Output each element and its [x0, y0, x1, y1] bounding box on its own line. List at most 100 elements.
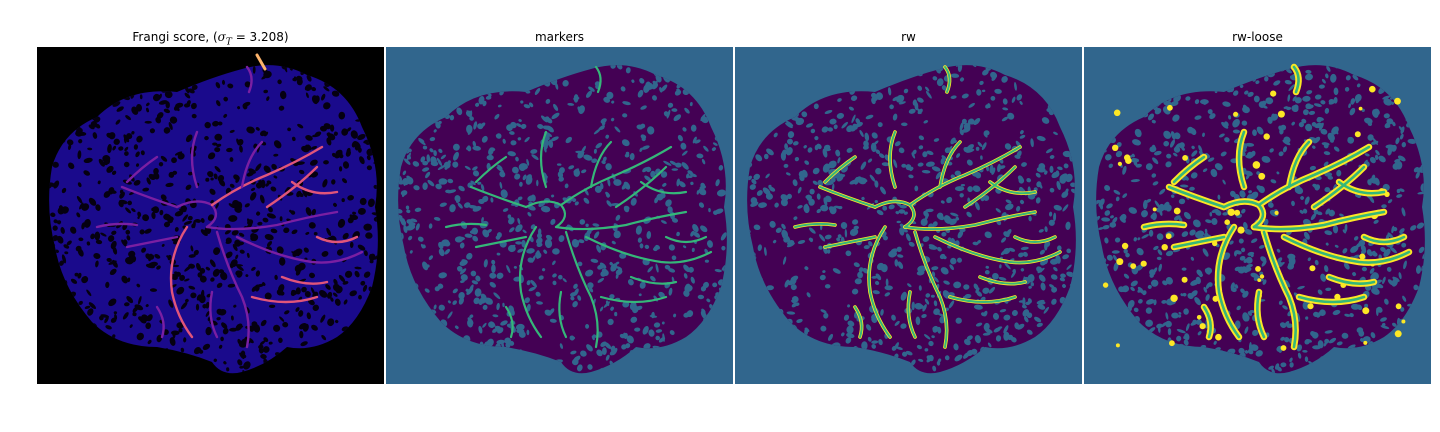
tissue-texture-spot — [583, 197, 590, 204]
tissue-texture-spot — [1185, 323, 1190, 332]
tissue-texture-spot — [338, 274, 346, 283]
tissue-texture-spot — [1343, 262, 1350, 270]
tissue-texture-spot — [527, 212, 532, 217]
tissue-texture-spot — [614, 126, 621, 133]
tissue-texture-spot — [214, 165, 221, 173]
tissue-texture-spot — [580, 350, 587, 357]
tissue-texture-spot — [1320, 273, 1327, 282]
tissue-texture-spot — [1263, 218, 1269, 226]
tissue-texture-spot — [602, 156, 607, 162]
tissue-texture-spot — [1037, 267, 1045, 274]
tissue-texture-spot — [577, 261, 583, 267]
tissue-texture-spot — [492, 314, 499, 318]
tissue-texture-spot — [233, 304, 237, 308]
tissue-texture-spot — [1170, 131, 1176, 140]
tissue-texture-spot — [956, 257, 963, 263]
tissue-texture-spot — [870, 142, 877, 153]
tissue-texture-spot — [809, 188, 815, 195]
tissue-texture-spot — [1332, 309, 1341, 316]
tissue-texture-spot — [689, 102, 693, 107]
tissue-texture-spot — [650, 275, 656, 282]
tissue-texture-spot — [964, 293, 972, 299]
tissue-texture-spot — [542, 268, 546, 272]
tissue-texture-spot — [124, 146, 129, 152]
tissue-texture-spot — [447, 178, 454, 184]
tissue-texture-spot — [801, 111, 808, 118]
tissue-texture-spot — [319, 290, 328, 298]
tissue-texture-spot — [928, 340, 934, 347]
tissue-texture-spot — [298, 192, 304, 198]
vessel-segment — [794, 222, 836, 228]
tissue-texture-spot — [786, 311, 796, 315]
tissue-texture-spot — [924, 298, 930, 305]
vessel-segment — [629, 275, 678, 285]
tissue-texture-spot — [1037, 300, 1046, 305]
tissue-texture-spot — [1003, 247, 1011, 255]
panel-title-markers: markers — [534, 30, 585, 44]
tissue-texture-spot — [850, 95, 858, 101]
tissue-texture-spot — [966, 335, 973, 341]
tissue-texture-spot — [226, 147, 233, 153]
tissue-texture-spot — [95, 204, 101, 211]
vessel-segment — [1312, 165, 1366, 209]
tissue-texture-spot — [302, 189, 308, 198]
tissue-texture-spot — [86, 241, 91, 246]
tissue-texture-spot — [229, 157, 234, 162]
tissue-texture-spot — [644, 244, 650, 250]
tissue-texture-spot — [690, 124, 697, 132]
tissue-texture-spot — [346, 127, 352, 132]
tissue-texture-spot — [467, 130, 472, 135]
tissue-texture-spot — [921, 169, 931, 174]
tissue-texture-spot — [923, 210, 929, 218]
tissue-texture-spot — [1062, 254, 1069, 260]
tissue-texture-spot — [1234, 250, 1242, 255]
tissue-texture-spot — [1383, 98, 1393, 106]
tissue-texture-spot — [1019, 199, 1025, 205]
tissue-texture-spot — [1011, 309, 1018, 317]
tissue-texture-spot — [358, 294, 362, 300]
tissue-texture-spot — [330, 297, 334, 302]
tissue-texture-spot — [908, 108, 916, 114]
tissue-texture-spot — [1403, 260, 1407, 270]
tissue-texture-spot — [121, 239, 127, 247]
tissue-texture-spot — [1141, 210, 1148, 218]
loose-segment-blob — [1258, 172, 1266, 180]
tissue-texture-spot — [708, 208, 711, 213]
tissue-texture-spot — [97, 180, 101, 185]
tissue-texture-spot — [1173, 152, 1178, 157]
tissue-texture-spot — [926, 150, 934, 156]
tissue-texture-spot — [1167, 328, 1172, 336]
tissue-texture-spot — [1035, 197, 1041, 204]
tissue-texture-spot — [536, 232, 543, 239]
tissue-texture-spot — [1327, 132, 1335, 142]
tissue-texture-spot — [824, 195, 832, 203]
tissue-texture-spot — [1246, 263, 1253, 268]
tissue-texture-spot — [855, 122, 863, 128]
tissue-texture-spot — [199, 275, 207, 283]
tissue-texture-spot — [921, 314, 927, 318]
tissue-texture-spot — [1324, 107, 1330, 114]
tissue-texture-spot — [1184, 176, 1189, 181]
tissue-texture-spot — [314, 95, 320, 104]
tissue-texture-spot — [917, 162, 924, 167]
tissue-texture-spot — [959, 129, 964, 136]
tissue-texture-spot — [468, 284, 474, 293]
tissue-texture-spot — [357, 207, 366, 215]
tissue-texture-spot — [1279, 322, 1287, 328]
tissue-texture-spot — [1284, 320, 1290, 326]
tissue-texture-spot — [1265, 97, 1274, 105]
tissue-texture-spot — [1173, 215, 1181, 221]
tissue-texture-spot — [516, 328, 525, 334]
tissue-texture-spot — [804, 160, 810, 165]
tissue-texture-spot — [1251, 238, 1258, 244]
tissue-texture-spot — [591, 158, 598, 163]
tissue-texture-spot — [1066, 264, 1072, 270]
tissue-texture-spot — [550, 218, 556, 225]
tissue-texture-spot — [1156, 256, 1162, 261]
tissue-texture-spot — [682, 127, 687, 132]
tissue-texture-spot — [138, 295, 142, 305]
tissue-texture-spot — [227, 83, 234, 89]
tissue-texture-spot — [1166, 153, 1172, 159]
tissue-texture-spot — [1170, 194, 1175, 198]
tissue-texture-spot — [634, 327, 641, 332]
